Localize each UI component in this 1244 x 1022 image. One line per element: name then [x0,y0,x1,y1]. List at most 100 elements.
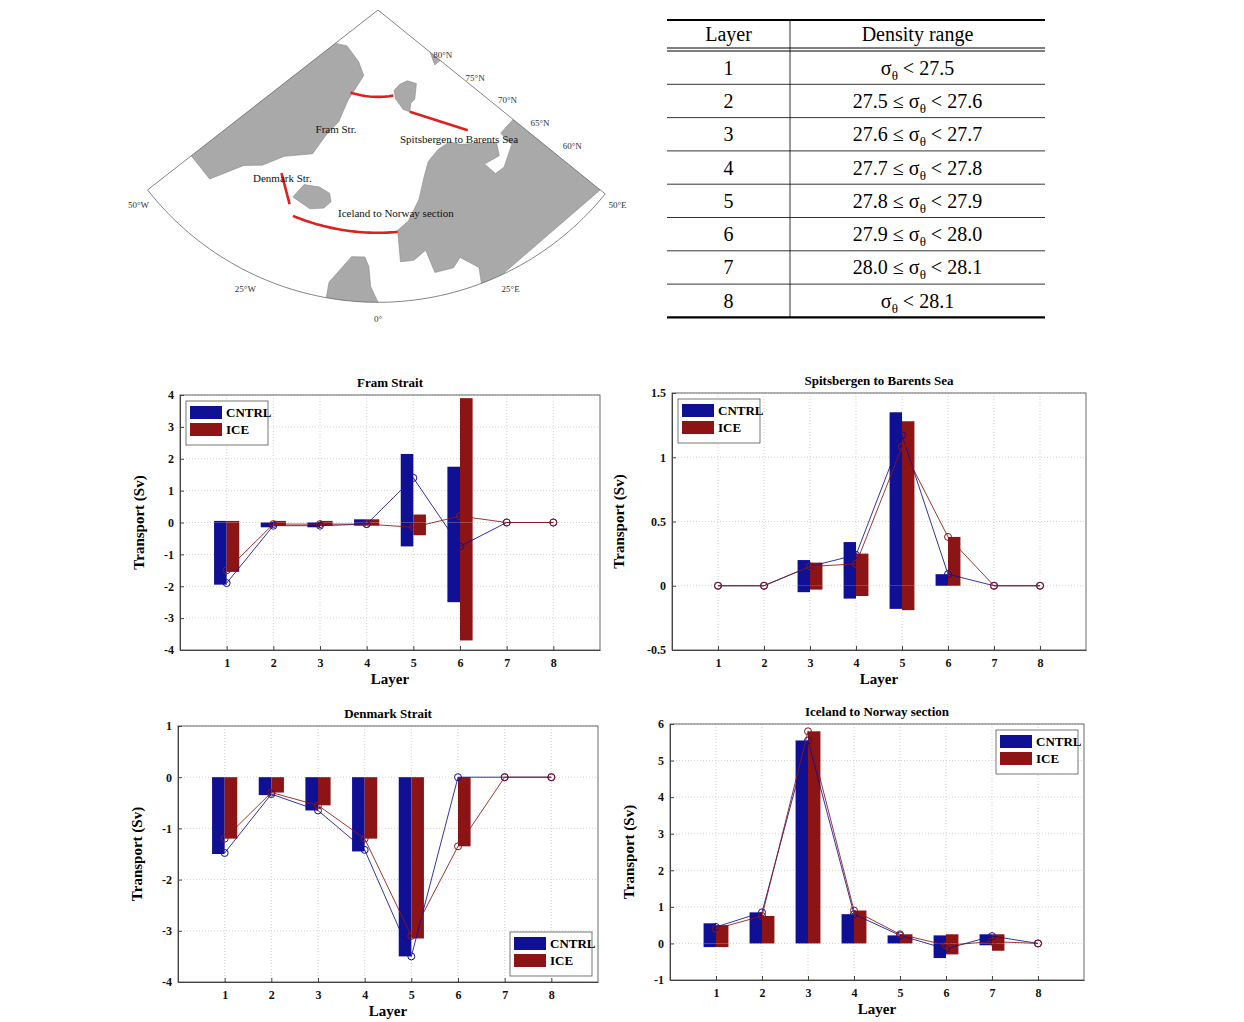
table-cell: 8 [724,290,734,312]
bar [842,943,854,944]
table-cell: 27.7 ≤ σθ < 27.8 [853,157,982,183]
tick-label: 6 [458,656,464,670]
legend-swatch [514,937,546,950]
net-marker [363,521,370,528]
grid-line [180,586,600,587]
bar [762,916,774,943]
tick-label: 1 [716,656,722,670]
section-label: Denmark Str. [253,172,312,184]
net-marker [550,519,557,526]
tick-label: 0 [168,516,174,530]
tick-mark [672,457,676,458]
tick: -2 [162,873,182,887]
tick: 5 [411,646,417,670]
bar [808,943,820,944]
tick-label: -3 [164,611,174,625]
tick-mark [318,978,319,982]
tick-label: 0 [166,771,172,785]
axis: 12345678 [671,976,1085,1000]
tick-mark [1040,646,1041,650]
tick: 7 [992,646,998,670]
net-marker [408,953,415,960]
tick: -3 [164,611,184,625]
tick-mark [670,870,674,871]
tick: 3 [168,420,184,434]
map-frame [148,10,606,302]
tick: 3 [806,976,812,1000]
axis-line [673,650,1087,651]
axis: 12345678 [181,646,601,670]
net-marker [223,567,230,574]
tick-label: -1 [654,973,664,987]
lat-label: 75°N [466,73,486,83]
bar [413,515,426,523]
grid [670,724,1084,980]
net-marker [945,533,952,540]
tick-label: 4 [362,988,368,1002]
bar [1040,585,1052,586]
tick: 4 [362,978,368,1002]
tick: 8 [1038,646,1044,670]
tick-mark [992,976,993,980]
lon-label: 50°E [608,200,627,210]
net-marker [1037,582,1044,589]
tick-mark [764,646,765,650]
tick-label: 2 [271,656,277,670]
tick: 0 [168,516,184,530]
tick-mark [900,976,901,980]
legend-label: CNTRL [718,403,764,418]
net-marker [221,835,228,842]
tick: 1 [222,978,228,1002]
grid-line [670,797,1084,798]
grid-line [178,879,598,880]
lat-label: 80°N [433,50,453,60]
net-line [225,777,552,956]
tick: 6 [458,646,464,670]
axis-line [178,727,179,983]
tick-label: 1 [224,656,230,670]
tick-mark [948,646,949,650]
tick-mark [411,978,412,982]
tick-label: -1 [164,548,174,562]
tick-label: -3 [162,924,172,938]
tick: 0 [658,937,674,951]
table-rule [667,51,1045,52]
legend: CNTRLICE [510,932,596,976]
axis: -4-3-2-101234 [164,388,184,657]
tick-mark [670,797,674,798]
table-cell: 27.5 ≤ σθ < 27.6 [853,90,982,116]
bar [553,522,566,523]
bar [948,537,960,586]
bar [810,586,822,590]
tick-mark [672,522,676,523]
tick-mark [505,978,506,982]
net-marker [315,802,322,809]
grid-line [458,726,459,982]
tick: -0.5 [647,643,676,657]
tick-mark [180,554,184,555]
net-marker [807,563,814,570]
x-axis-label: Layer [858,1001,897,1017]
bar [460,398,473,522]
table-rule [667,48,1045,49]
section-label: Fram Str. [316,123,357,135]
net-marker [548,774,555,781]
tick-label: 3 [168,420,174,434]
lat-label: 70°N [498,95,518,105]
grid-line [364,726,365,982]
tick: 1.5 [651,386,676,400]
grid-line [764,393,765,650]
bar [318,777,331,805]
tick-label: 2 [269,988,275,1002]
tick-label: 6 [456,988,462,1002]
net-marker [899,432,906,439]
tick-label: 2 [760,986,766,1000]
tick-label: 5 [658,754,664,768]
grid-line [504,726,505,982]
tick: 3 [316,978,322,1002]
axis: -4-3-2-101 [162,719,182,989]
tick-label: 8 [1036,986,1042,1000]
tick-mark [762,976,763,980]
lon-label: 0° [374,314,383,324]
tick: 6 [658,717,674,731]
